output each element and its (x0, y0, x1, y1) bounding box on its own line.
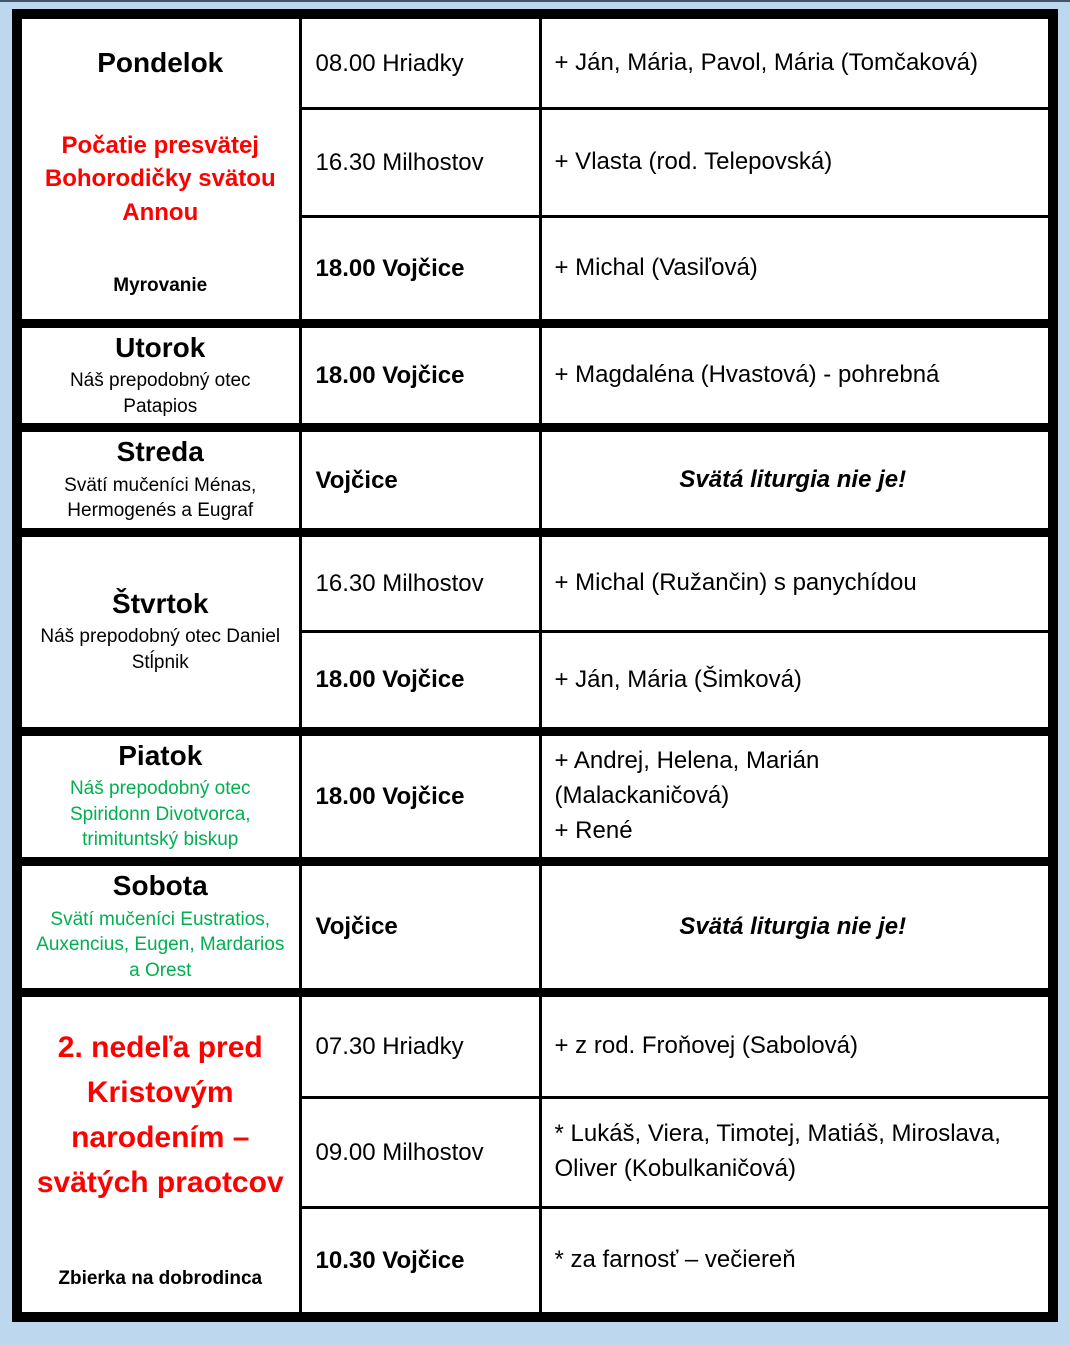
table-row: Piatok Náš prepodobný otec Spiridonn Divo… (20, 726, 1050, 864)
intention-cell: + Michal (Vasiľová) (538, 215, 1050, 325)
time-place-cell: 18.00 Vojčice (298, 318, 542, 430)
time-place-cell: 09.00 Milhostov (298, 1095, 542, 1209)
table-row: 16.30 Milhostov + Vlasta (rod. Telepovská… (22, 107, 1050, 219)
table-row: 18.00 Vojčice + Michal (Vasiľová) (22, 215, 1050, 325)
day-title: Pondelok (97, 47, 224, 78)
day-cell-content: Sobota Svätí mučeníci Eustratios, Auxenci… (32, 870, 289, 984)
day-feast: Náš prepodobný otec Spiridonn Divotvorca… (69, 778, 251, 851)
day-title: Sobota (112, 870, 208, 902)
time-place-cell: 18.00 Vojčice (298, 629, 542, 733)
table-row: 18.00 Vojčice + Ján, Mária (Šimková) (22, 629, 1050, 733)
intention-cell: + Magdaléna (Hvastová) - pohrebná (538, 318, 1050, 430)
day-title: 2. nedeľa pred Kristovým narodením – svä… (36, 1031, 284, 1200)
intention-cell: + Michal (Ružančin) s panychídou (538, 527, 1050, 633)
table-row: Sobota Svätí mučeníci Eustratios, Auxenci… (20, 857, 1050, 995)
intention-cell: + Andrej, Helena, Marián (Malackaničová)… (538, 726, 1050, 864)
table-row: Štvrtok Náš prepodobný otec Daniel Stĺpni… (20, 527, 1050, 733)
time-place-cell: 08.00 Hriadky (298, 17, 542, 111)
day-note: Myrovanie (113, 275, 208, 296)
intention-cell: + Ján, Mária, Pavol, Mária (Tomčaková) (538, 17, 1050, 111)
day-cell-content: Pondelok Počatie presvätej Bohorodičky sv… (32, 23, 289, 315)
day-title: Piatok (118, 739, 203, 771)
intention-cell: + Ján, Mária (Šimková) (538, 629, 1050, 733)
day-title: Utorok (115, 332, 206, 363)
no-liturgy-notice-cell: Svätá liturgia nie je! (538, 423, 1050, 534)
day-feast: Náš prepodobný otec Daniel Stĺpnik (40, 626, 281, 674)
day-title: Streda (116, 436, 204, 468)
day-cell-utorok: Utorok Náš prepodobný otec Patapios (20, 318, 302, 430)
day-cell-nedela: 2. nedeľa pred Kristovým narodením – svä… (20, 988, 302, 1314)
table-row: 09.00 Milhostov * Lukáš, Viera, Timotej, … (22, 1095, 1050, 1209)
schedule-body: Pondelok Počatie presvätej Bohorodičky sv… (20, 17, 1050, 1314)
day-feast: Svätí mučeníci Ménas, Hermogenés a Eugra… (64, 474, 257, 522)
day-title: Štvrtok (112, 588, 209, 620)
table-row: 2. nedeľa pred Kristovým narodením – svä… (20, 988, 1050, 1314)
intention-cell: * Lukáš, Viera, Timotej, Matiáš, Mirosla… (538, 1095, 1050, 1209)
time-place-cell: 18.00 Vojčice (298, 726, 542, 864)
day-cell-content: Streda Svätí mučeníci Ménas, Hermogenés a… (32, 436, 289, 524)
day-cell-stvrtok: Štvrtok Náš prepodobný otec Daniel Stĺpni… (20, 527, 302, 733)
page-frame: Pondelok Počatie presvätej Bohorodičky sv… (12, 9, 1058, 1323)
table-row: Utorok Náš prepodobný otec Patapios 18.00 … (20, 318, 1050, 430)
liturgy-schedule-table: Pondelok Počatie presvätej Bohorodičky sv… (20, 17, 1050, 1314)
time-place-cell: 07.30 Hriadky (298, 988, 542, 1099)
day-note: Zbierka na dobrodinca (58, 1268, 263, 1290)
day-cell-content: 2. nedeľa pred Kristovým narodením – svä… (32, 1002, 289, 1309)
day-cell-pondelok: Pondelok Počatie presvätej Bohorodičky sv… (20, 17, 302, 325)
time-place-cell: Vojčice (298, 857, 542, 995)
time-place-cell: 16.30 Milhostov (298, 107, 542, 219)
table-row: Pondelok Počatie presvätej Bohorodičky sv… (20, 17, 1050, 325)
day-cell-sobota: Sobota Svätí mučeníci Eustratios, Auxenci… (20, 857, 302, 995)
day-cell-piatok: Piatok Náš prepodobný otec Spiridonn Divo… (20, 726, 302, 864)
time-place-cell: 10.30 Vojčice (298, 1205, 542, 1314)
table-row: 10.30 Vojčice * za farnosť – večiereň (22, 1205, 1050, 1314)
time-place-cell: 18.00 Vojčice (298, 215, 542, 325)
intention-cell: * za farnosť – večiereň (538, 1205, 1050, 1314)
intention-cell: + Vlasta (rod. Telepovská) (538, 107, 1050, 219)
day-feast: Počatie presvätej Bohorodičky svätou Ann… (44, 131, 276, 226)
day-cell-content: Štvrtok Náš prepodobný otec Daniel Stĺpni… (32, 588, 289, 675)
time-place-cell: Vojčice (298, 423, 542, 534)
day-cell-streda: Streda Svätí mučeníci Ménas, Hermogenés a… (20, 423, 302, 534)
day-cell-content: Utorok Náš prepodobný otec Patapios (32, 332, 289, 420)
day-feast: Náš prepodobný otec Patapios (69, 370, 251, 417)
day-feast: Svätí mučeníci Eustratios, Auxencius, Eu… (36, 908, 285, 981)
table-row: Streda Svätí mučeníci Ménas, Hermogenés a… (20, 423, 1050, 534)
intention-cell: + z rod. Froňovej (Sabolová) (538, 988, 1050, 1099)
no-liturgy-notice-cell: Svätá liturgia nie je! (538, 857, 1050, 995)
time-place-cell: 16.30 Milhostov (298, 527, 542, 633)
day-cell-content: Piatok Náš prepodobný otec Spiridonn Divo… (32, 740, 289, 853)
